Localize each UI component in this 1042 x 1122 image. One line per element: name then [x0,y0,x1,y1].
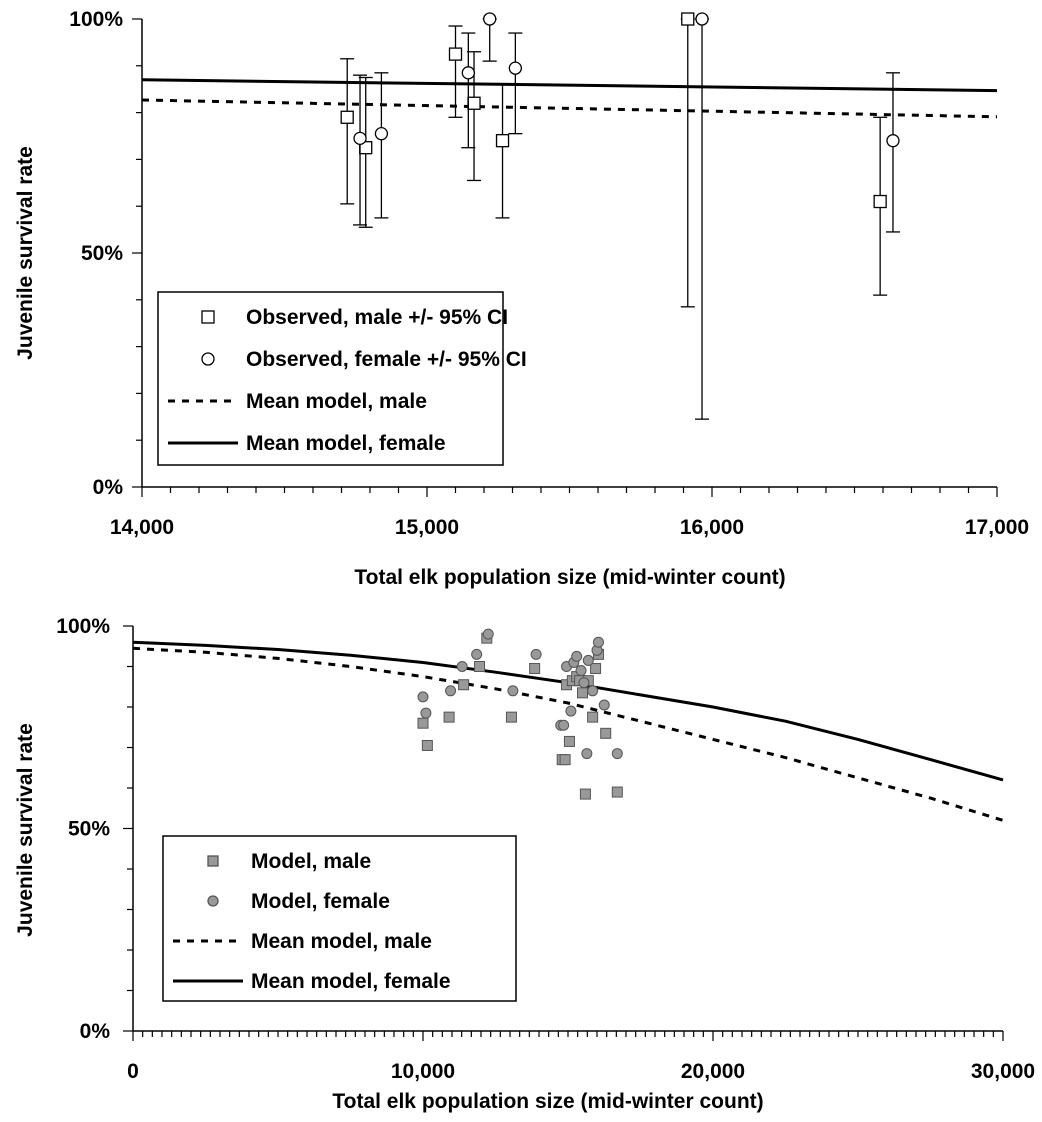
bottom-point-female [420,707,432,719]
top-series-line-female [142,78,998,93]
top-point-male [873,194,887,209]
bottom-point-female [530,648,542,660]
bottom-legend-box [162,835,517,1002]
top-point-female [483,12,497,26]
bottom-point-female [558,719,570,731]
top-legend-square-swatch [201,310,215,324]
top-point-male [495,134,510,148]
bottom-series-line-male [133,646,1004,822]
bottom-point-female [582,654,594,666]
bottom-point-male [505,711,517,723]
top-legend-label: Observed, male +/- 95% CI [246,306,508,329]
bottom-point-male [474,661,486,672]
bottom-y-tick-label: 100% [56,615,110,638]
top-legend-label: Mean model, male [246,390,427,413]
top-x-tick-label: 14,000 [110,516,174,539]
bottom-point-female [578,677,590,689]
top-legend-box [157,291,504,466]
bottom-legend-label: Model, male [251,850,371,873]
bottom-point-female [565,705,577,717]
top-point-female [374,127,389,141]
bottom-point-female [482,628,494,640]
bottom-point-female [507,685,519,697]
bottom-point-male [587,711,599,723]
bottom-y-tick-label: 0% [80,1020,111,1043]
bottom-point-male [443,711,455,723]
top-x-tick-label: 15,000 [395,516,459,539]
bottom-x-axis-title: Total elk population size (mid-winter co… [332,1090,763,1113]
top-point-male [448,47,463,61]
top-x-axis-title: Total elk population size (mid-winter co… [354,566,785,589]
top-legend-circle-swatch [201,352,215,366]
top-point-female [353,131,367,145]
top-y-axis-title: Juvenile survival rate [14,146,37,360]
top-x-tick-label: 17,000 [965,516,1029,539]
top-chart-panel: Total elk population size (mid-winter co… [14,8,1029,589]
top-point-male [681,12,695,26]
top-legend-label: Observed, female +/- 95% CI [246,348,527,371]
bottom-x-tick-label: 20,000 [681,1060,745,1083]
top-series-line-male [142,98,998,119]
bottom-point-female [587,685,599,697]
top-y-tick-label: 0% [93,476,124,499]
bottom-point-male [600,727,612,739]
top-y-tick-label: 50% [81,242,123,265]
bottom-legend-label: Mean model, male [251,930,432,953]
top-y-tick-label: 100% [69,8,123,31]
bottom-y-tick-label: 50% [68,818,110,841]
bottom-point-male [417,717,429,729]
bottom-point-male [529,663,541,675]
bottom-legend-label: Mean model, female [251,970,451,993]
top-point-female [461,66,475,80]
top-point-female [886,134,900,148]
bottom-x-tick-label: 30,000 [971,1060,1035,1083]
bottom-point-male [590,663,602,675]
bottom-point-male [579,788,591,800]
bottom-point-male [458,679,470,691]
bottom-point-female [445,685,457,697]
bottom-point-female [417,691,429,703]
bottom-point-male [421,739,433,751]
bottom-point-female [471,648,483,660]
bottom-point-male [563,735,575,747]
bottom-chart-panel: Total elk population size (mid-winter co… [14,615,1035,1113]
bottom-legend-label: Model, female [251,890,390,913]
bottom-x-tick-label: 0 [127,1060,139,1083]
bottom-point-female [575,665,587,677]
bottom-x-tick-label: 10,000 [391,1060,455,1083]
top-point-male [340,110,354,124]
bottom-point-female [592,636,604,648]
bottom-point-male [611,786,623,798]
top-point-female [508,61,522,75]
bottom-point-female [571,650,583,662]
bottom-point-male [559,754,571,766]
top-x-tick-label: 16,000 [680,516,744,539]
bottom-point-male [577,687,588,699]
bottom-y-axis-title: Juvenile survival rate [14,723,37,937]
bottom-point-female [611,748,623,760]
bottom-point-female [456,661,468,672]
top-point-male [467,96,481,110]
bottom-point-female [598,699,610,711]
top-legend-label: Mean model, female [246,432,446,455]
bottom-point-female [581,748,593,760]
bottom-legend-circle-swatch [207,895,219,907]
bottom-legend-square-swatch [207,855,219,867]
top-point-female [695,12,709,26]
